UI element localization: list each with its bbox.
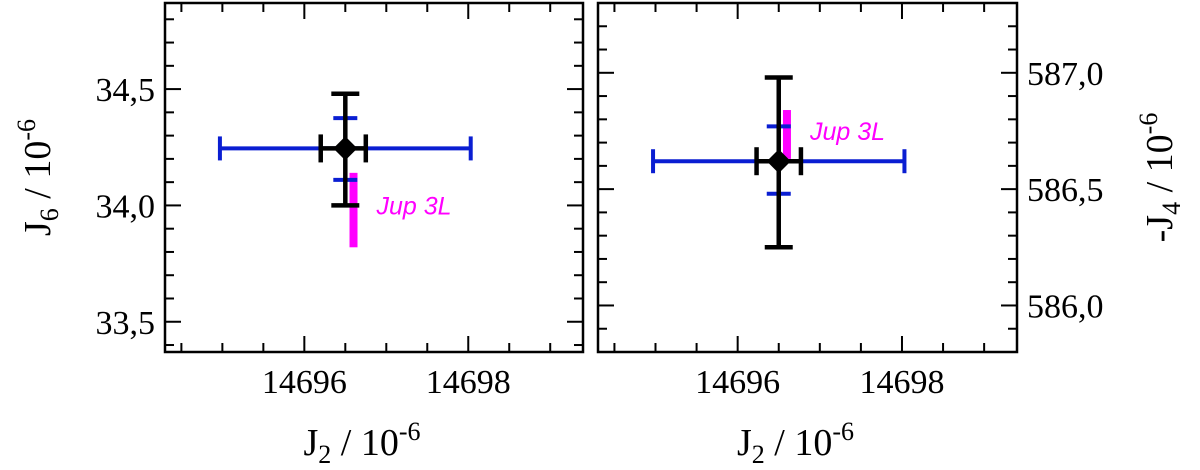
y-tick-label: 586,5 xyxy=(1027,172,1104,209)
x-axis-title-rest: / 10 xyxy=(331,422,399,464)
data-point-diamond xyxy=(766,149,791,174)
plot-frame xyxy=(596,1,1019,354)
y-axis-title-main: -J xyxy=(1139,215,1181,242)
y-axis-title-rest: / 10 xyxy=(1139,134,1181,202)
x-axis-title-main: J xyxy=(737,422,752,464)
model-bar xyxy=(782,110,791,159)
x-axis-title-rest: / 10 xyxy=(765,422,833,464)
y-axis-title: J6 / 10-6 xyxy=(12,119,64,236)
x-tick-label: 14696 xyxy=(695,364,780,401)
x-axis-title-sub: 2 xyxy=(318,440,331,469)
y-tick-label: 587,0 xyxy=(1027,56,1104,93)
x-axis-title-sub: 2 xyxy=(752,440,765,469)
y-axis-title-rest: / 10 xyxy=(17,141,59,209)
y-axis-title: -J4 / 10-6 xyxy=(1134,113,1186,243)
y-tick-label: 34,0 xyxy=(96,188,156,225)
x-axis-title-main: J xyxy=(303,422,318,464)
annotation-jup-3l: Jup 3L xyxy=(809,118,885,146)
y-axis-title-main: J xyxy=(17,221,59,236)
y-tick-label: 33,5 xyxy=(96,305,156,342)
x-axis-title: J2 / 10-6 xyxy=(303,417,420,469)
y-tick-label: 586,0 xyxy=(1027,288,1104,325)
data-point-diamond xyxy=(333,136,358,161)
x-tick-label: 14698 xyxy=(426,364,511,401)
x-axis-title-sup: -6 xyxy=(399,417,421,446)
annotation-jup-3l: Jup 3L xyxy=(375,192,451,220)
y-axis-title-sub: 6 xyxy=(35,208,64,221)
y-axis-title-sub: 4 xyxy=(1157,202,1186,215)
y-axis-title-sup: -6 xyxy=(1134,113,1163,135)
plot-frame xyxy=(163,1,585,354)
y-tick-label: 34,5 xyxy=(96,72,156,109)
x-tick-label: 14696 xyxy=(262,364,347,401)
x-axis-title-sup: -6 xyxy=(832,417,854,446)
y-axis-title-sup: -6 xyxy=(12,119,41,141)
x-axis-title: J2 / 10-6 xyxy=(737,417,854,469)
x-tick-label: 14698 xyxy=(859,364,944,401)
model-bar xyxy=(349,172,358,248)
